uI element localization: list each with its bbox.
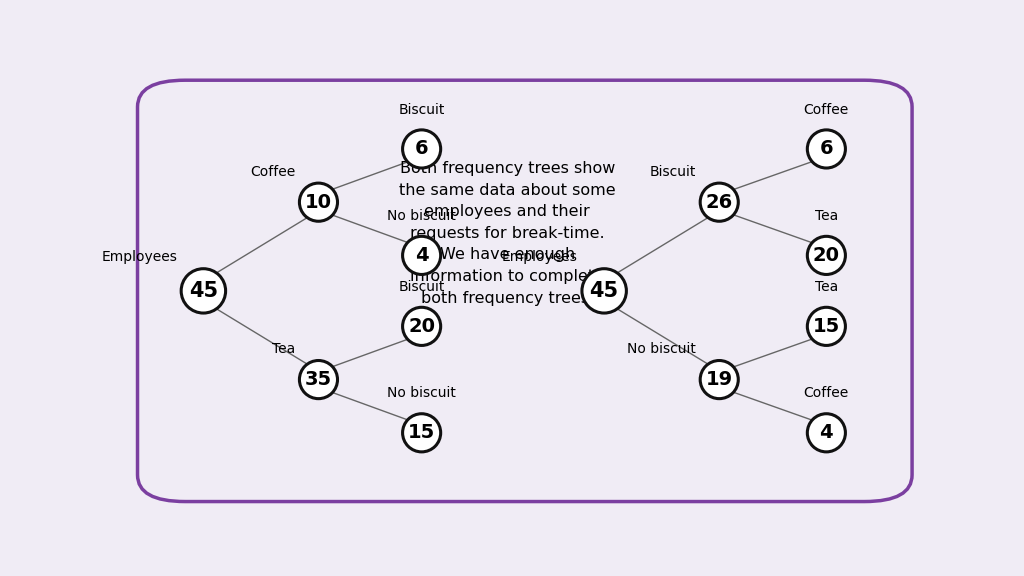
Text: Biscuit: Biscuit <box>650 165 696 179</box>
Ellipse shape <box>807 414 846 452</box>
Text: Tea: Tea <box>815 209 838 223</box>
Text: 45: 45 <box>590 281 618 301</box>
Text: 4: 4 <box>819 423 834 442</box>
Ellipse shape <box>402 236 440 275</box>
Ellipse shape <box>299 183 338 221</box>
Ellipse shape <box>402 307 440 346</box>
Ellipse shape <box>402 414 440 452</box>
Text: 20: 20 <box>409 317 435 336</box>
Text: No biscuit: No biscuit <box>628 342 696 356</box>
Text: No biscuit: No biscuit <box>387 209 456 223</box>
Text: 35: 35 <box>305 370 332 389</box>
Ellipse shape <box>807 236 846 275</box>
Text: 20: 20 <box>813 246 840 265</box>
Text: Tea: Tea <box>815 280 838 294</box>
Text: No biscuit: No biscuit <box>387 386 456 400</box>
Text: Employees: Employees <box>502 250 578 264</box>
Ellipse shape <box>700 361 738 399</box>
Ellipse shape <box>807 130 846 168</box>
Text: 10: 10 <box>305 193 332 211</box>
Text: Biscuit: Biscuit <box>398 103 444 116</box>
Text: 6: 6 <box>819 139 834 158</box>
Ellipse shape <box>299 361 338 399</box>
Text: 4: 4 <box>415 246 428 265</box>
Text: Both frequency trees show
the same data about some
employees and their
requests : Both frequency trees show the same data … <box>399 161 615 305</box>
Text: Tea: Tea <box>272 342 296 356</box>
Text: Biscuit: Biscuit <box>398 280 444 294</box>
Text: Coffee: Coffee <box>250 165 296 179</box>
Ellipse shape <box>700 183 738 221</box>
Text: Coffee: Coffee <box>804 386 849 400</box>
Text: 15: 15 <box>408 423 435 442</box>
Text: 19: 19 <box>706 370 733 389</box>
Text: Coffee: Coffee <box>804 103 849 116</box>
FancyBboxPatch shape <box>137 80 912 502</box>
Text: 45: 45 <box>188 281 218 301</box>
Ellipse shape <box>181 268 225 313</box>
Text: 26: 26 <box>706 193 733 211</box>
Text: 6: 6 <box>415 139 428 158</box>
Ellipse shape <box>402 130 440 168</box>
Text: Employees: Employees <box>101 250 177 264</box>
Text: 15: 15 <box>813 317 840 336</box>
Ellipse shape <box>582 268 627 313</box>
Ellipse shape <box>807 307 846 346</box>
